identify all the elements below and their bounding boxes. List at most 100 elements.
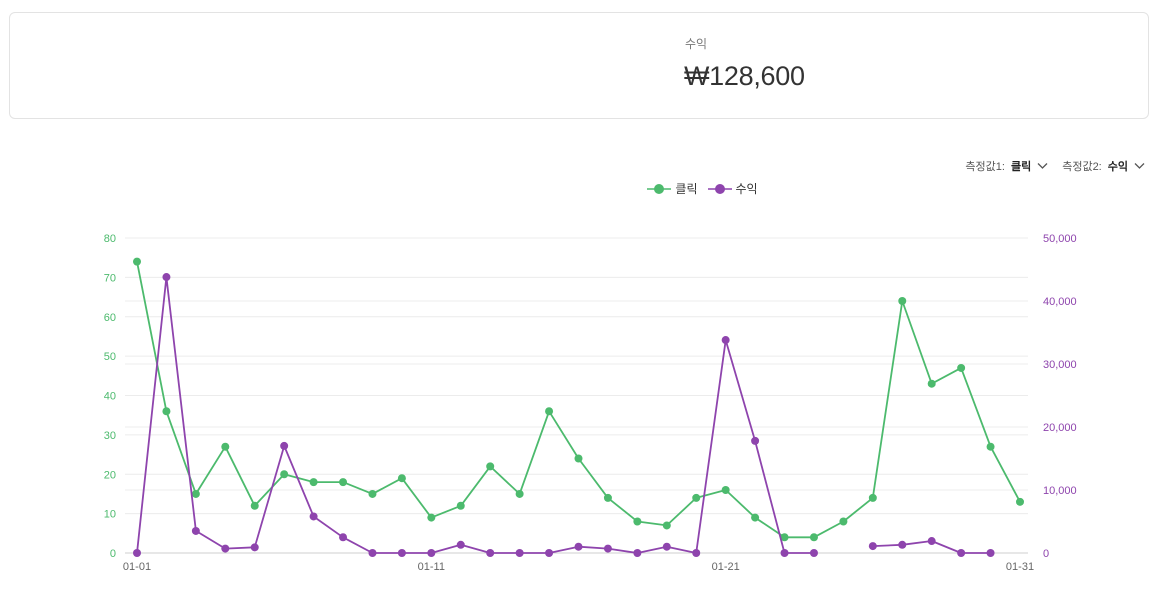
data-point-clicks bbox=[986, 442, 995, 451]
data-point-clicks bbox=[397, 474, 406, 483]
data-point-revenue bbox=[986, 549, 995, 557]
data-point-clicks bbox=[309, 478, 318, 487]
data-point-revenue bbox=[957, 549, 966, 557]
summary-label: 수익 bbox=[685, 37, 708, 51]
data-point-clicks bbox=[133, 257, 141, 266]
data-point-clicks bbox=[633, 517, 642, 526]
metric2-selector[interactable]: 측정값2: 수익 bbox=[1062, 158, 1145, 174]
data-point-clicks bbox=[692, 493, 701, 502]
data-point-clicks bbox=[515, 489, 524, 498]
data-point-revenue bbox=[339, 533, 348, 542]
data-point-revenue bbox=[397, 549, 406, 557]
data-point-revenue bbox=[751, 436, 760, 445]
data-point-revenue bbox=[221, 544, 230, 553]
chart-legend: 클릭 수익 bbox=[0, 180, 1167, 197]
x-tick-label: 01-31 bbox=[1006, 561, 1034, 573]
legend-label-clicks: 클릭 bbox=[675, 182, 698, 196]
data-point-revenue bbox=[603, 544, 612, 553]
data-point-clicks bbox=[191, 489, 200, 498]
data-point-clicks bbox=[574, 454, 583, 463]
data-point-revenue bbox=[780, 549, 789, 557]
data-point-clicks bbox=[368, 489, 377, 498]
data-point-clicks bbox=[1016, 497, 1024, 506]
y-right-tick-label: 50,000 bbox=[1043, 233, 1077, 245]
data-point-revenue bbox=[162, 273, 171, 282]
data-point-clicks bbox=[339, 478, 348, 487]
data-point-revenue bbox=[280, 441, 289, 450]
y-right-tick-label: 0 bbox=[1043, 548, 1049, 560]
data-point-revenue bbox=[250, 543, 259, 552]
legend-label-revenue: 수익 bbox=[735, 182, 758, 196]
metric2-label: 측정값2: bbox=[1062, 161, 1102, 173]
data-point-clicks bbox=[809, 533, 818, 542]
y-left-tick-label: 80 bbox=[104, 233, 116, 245]
data-point-clicks bbox=[898, 297, 907, 305]
y-left-tick-label: 70 bbox=[104, 272, 116, 284]
data-point-revenue bbox=[368, 549, 377, 557]
data-point-revenue bbox=[456, 540, 465, 549]
y-left-tick-label: 50 bbox=[104, 351, 116, 363]
data-point-clicks bbox=[721, 486, 730, 494]
data-point-revenue bbox=[927, 537, 936, 546]
data-point-revenue bbox=[809, 549, 818, 557]
data-point-clicks bbox=[456, 501, 465, 510]
y-right-tick-label: 40,000 bbox=[1043, 296, 1077, 308]
data-point-clicks bbox=[927, 379, 936, 388]
y-right-tick-label: 30,000 bbox=[1043, 359, 1077, 371]
y-left-tick-label: 0 bbox=[110, 548, 116, 560]
chevron-down-icon bbox=[1134, 163, 1145, 169]
y-left-tick-label: 20 bbox=[104, 469, 116, 481]
x-tick-label: 01-11 bbox=[418, 561, 445, 573]
data-point-revenue bbox=[662, 542, 671, 551]
y-left-tick-label: 30 bbox=[104, 430, 116, 442]
metric1-selector[interactable]: 측정값1: 클릭 bbox=[965, 158, 1048, 174]
data-point-clicks bbox=[486, 462, 495, 471]
data-point-clicks bbox=[221, 442, 230, 451]
data-point-revenue bbox=[868, 542, 877, 551]
legend-marker-revenue bbox=[707, 183, 732, 194]
data-point-revenue bbox=[898, 540, 907, 549]
y-right-tick-label: 10,000 bbox=[1043, 485, 1077, 497]
metric1-label: 측정값1: bbox=[965, 161, 1005, 173]
data-point-revenue bbox=[574, 542, 583, 551]
summary-card: 수익 ₩128,600 bbox=[9, 12, 1149, 119]
metric2-value: 수익 bbox=[1107, 161, 1128, 173]
data-point-clicks bbox=[280, 470, 289, 479]
data-point-revenue bbox=[515, 549, 524, 557]
data-point-clicks bbox=[868, 493, 877, 502]
x-tick-label: 01-01 bbox=[123, 561, 151, 573]
x-tick-label: 01-21 bbox=[712, 561, 740, 573]
data-point-revenue bbox=[309, 512, 318, 521]
chevron-down-icon bbox=[1037, 163, 1048, 169]
data-point-clicks bbox=[545, 407, 554, 416]
data-point-revenue bbox=[486, 549, 495, 557]
data-point-revenue bbox=[692, 549, 701, 557]
legend-item-clicks[interactable]: 클릭 bbox=[409, 180, 698, 197]
series-line-revenue bbox=[136, 276, 991, 554]
data-point-clicks bbox=[839, 517, 848, 526]
data-point-clicks bbox=[427, 513, 436, 522]
data-point-clicks bbox=[603, 493, 612, 502]
y-left-tick-label: 60 bbox=[104, 312, 116, 324]
data-point-clicks bbox=[751, 513, 760, 522]
data-point-revenue bbox=[427, 549, 436, 557]
data-point-revenue bbox=[545, 549, 554, 557]
line-chart: 0 10 20 30 40 50 60 70 80 0 10,000 20,000 30,000 40,0… bbox=[104, 233, 1077, 573]
metric-selectors: 측정값1: 클릭 측정값2: 수익 bbox=[965, 158, 1145, 174]
data-point-clicks bbox=[162, 407, 171, 416]
metric1-value: 클릭 bbox=[1010, 161, 1032, 173]
y-left-tick-label: 40 bbox=[104, 391, 116, 403]
data-point-revenue bbox=[633, 549, 642, 557]
y-right-tick-label: 20,000 bbox=[1043, 422, 1077, 434]
legend-marker-clicks bbox=[647, 183, 672, 194]
data-point-revenue bbox=[133, 549, 141, 557]
data-point-clicks bbox=[250, 501, 259, 510]
data-point-clicks bbox=[662, 521, 671, 530]
summary-value: ₩128,600 bbox=[684, 61, 805, 91]
legend-item-revenue[interactable]: 수익 bbox=[707, 180, 758, 197]
data-point-clicks bbox=[780, 533, 789, 542]
y-left-tick-label: 10 bbox=[104, 509, 116, 521]
data-point-revenue bbox=[721, 336, 730, 345]
data-point-revenue bbox=[191, 526, 200, 535]
data-point-clicks bbox=[957, 363, 966, 372]
